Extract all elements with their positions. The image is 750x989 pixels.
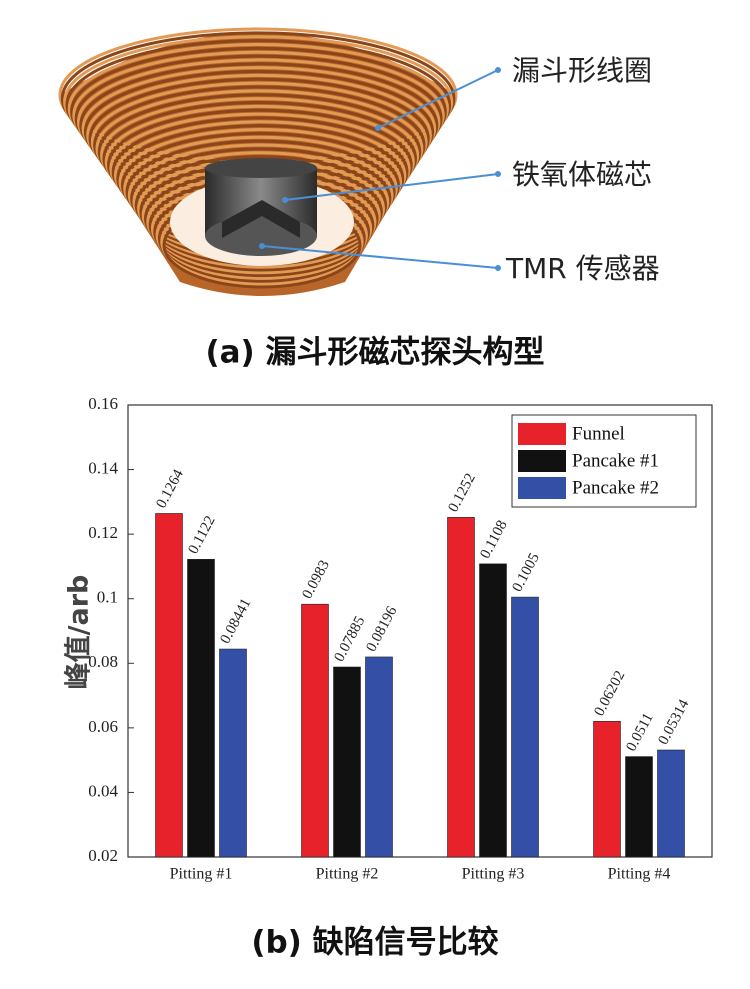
data-label: 0.05314 [655,697,692,748]
callout-dot [495,67,501,73]
ferrite-core-top [205,158,317,178]
y-tick-label: 0.16 [88,394,118,413]
legend-swatch [518,477,566,499]
y-axis-label: 峰值/arb [64,575,95,690]
plot-frame [127,404,713,858]
bar [511,596,539,858]
legend-label: Pancake #2 [572,477,659,498]
data-label: 0.08196 [363,603,400,654]
data-label: 0.1122 [185,513,218,556]
bar [479,563,507,858]
x-tick-label: Pitting #1 [170,866,233,883]
y-tick-label: 0.06 [88,717,118,736]
caption: (b) 缺陷信号比较 [251,925,498,961]
diagram-label: TMR 传感器 [505,252,660,285]
y-tick-label: 0.08 [88,652,118,671]
data-label: 0.07885 [331,614,368,665]
legend-swatch [518,423,566,445]
bar [657,749,685,858]
bar [625,756,653,858]
data-label: 0.0983 [299,558,332,602]
callout-dot [495,171,501,177]
data-label: 0.1108 [477,518,510,561]
data-label: 0.1005 [509,551,542,595]
callout-line [377,69,499,129]
data-label: 0.06202 [591,668,628,719]
legend-swatch [518,450,566,472]
y-tick-label: 0.12 [88,523,118,542]
callout-lines [261,69,499,269]
callout-line [284,173,499,201]
data-label: 0.0511 [623,711,656,754]
callout-dot [495,265,501,271]
x-tick-label: Pitting #2 [316,866,379,883]
bar [155,513,183,858]
callout-dots [259,67,501,271]
bar [593,721,621,858]
legend-label: Funnel [572,423,625,444]
data-label: 0.08441 [217,596,254,647]
diagram-label: 漏斗形线圈 [512,54,652,87]
data-label: 0.1252 [445,471,478,515]
bar [447,517,475,858]
caption: (a) 漏斗形磁芯探头构型 [205,335,544,371]
bar [333,666,361,858]
callout-dot [282,197,288,203]
bar [365,656,393,858]
x-tick-label: Pitting #3 [462,866,525,883]
bar [219,648,247,858]
bar [187,559,215,858]
callout-line [261,245,499,269]
x-tick-label: Pitting #4 [608,866,671,883]
callout-dot [375,125,381,131]
y-tick-label: 0.1 [97,588,118,607]
y-tick-label: 0.04 [88,781,118,800]
tmr-sensor [222,200,300,238]
callout-dot [259,243,265,249]
y-tick-label: 0.02 [88,846,118,865]
y-tick-label: 0.14 [88,458,118,477]
bar [301,603,329,858]
data-label: 0.1264 [153,467,187,511]
diagram-label: 铁氧体磁芯 [512,158,652,191]
legend-label: Pancake #1 [572,450,659,471]
